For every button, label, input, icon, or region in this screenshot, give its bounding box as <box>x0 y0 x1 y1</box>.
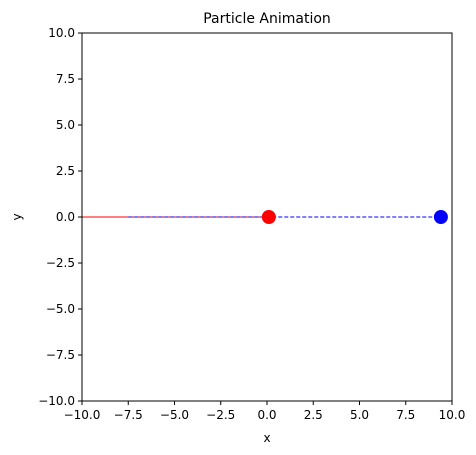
x-tick-label: 7.5 <box>396 408 415 422</box>
x-tick-label: −10.0 <box>64 408 101 422</box>
x-axis: −10.0 −7.5 −5.0 −2.5 0.0 2.5 5.0 7.5 10.0 <box>64 401 466 422</box>
x-tick-label: −2.5 <box>206 408 235 422</box>
y-tick-label: 5.0 <box>56 118 75 132</box>
x-tick-label: 5.0 <box>350 408 369 422</box>
y-axis-label: y <box>10 213 24 220</box>
chart-title: Particle Animation <box>203 11 331 27</box>
y-tick-label: −5.0 <box>46 302 75 316</box>
y-tick-label: 7.5 <box>56 72 75 86</box>
y-tick-label: 2.5 <box>56 164 75 178</box>
y-tick-label: −7.5 <box>46 348 75 362</box>
x-tick-label: −7.5 <box>114 408 143 422</box>
x-tick-label: 10.0 <box>439 408 466 422</box>
y-tick-label: 10.0 <box>48 26 75 40</box>
x-tick-label: 0.0 <box>257 408 276 422</box>
y-tick-label: −2.5 <box>46 256 75 270</box>
x-axis-label: x <box>263 431 270 445</box>
y-tick-label: 0.0 <box>56 210 75 224</box>
x-tick-label: 2.5 <box>304 408 323 422</box>
x-tick-label: −5.0 <box>160 408 189 422</box>
y-axis: −10.0 −7.5 −5.0 −2.5 0.0 2.5 5.0 7.5 10.0 <box>38 26 82 408</box>
particle-1-marker <box>261 210 276 224</box>
series-layer <box>82 210 448 224</box>
y-tick-label: −10.0 <box>38 394 75 408</box>
particle-2-marker <box>433 210 448 224</box>
